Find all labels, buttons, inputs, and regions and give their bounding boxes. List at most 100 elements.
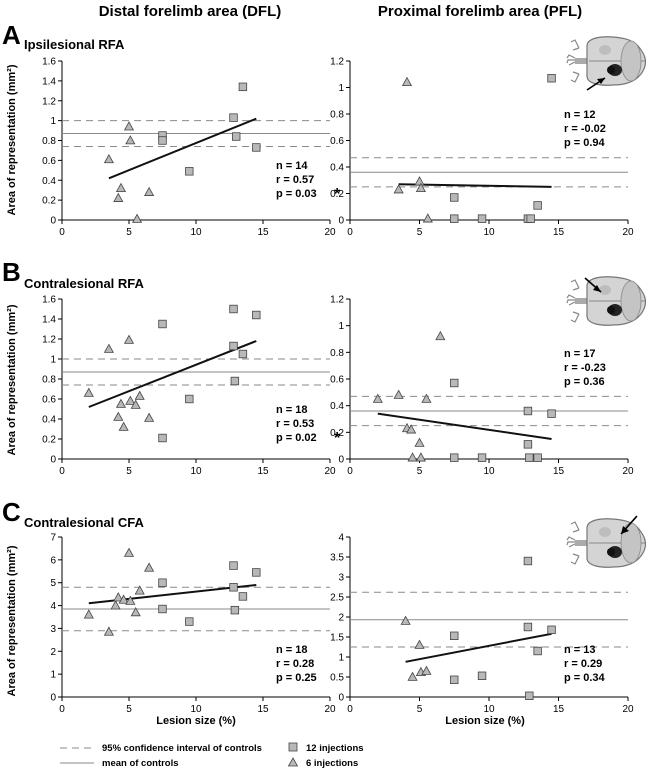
data-point-triangle [113, 592, 124, 602]
data-point-square [477, 671, 487, 680]
data-point-square [230, 605, 240, 615]
data-point-triangle [144, 562, 155, 572]
x-tick-label: 5 [126, 466, 132, 477]
data-point-triangle [118, 421, 129, 431]
column-title-pfl: Proximal forelimb area (PFL) [378, 3, 582, 20]
data-point-square [533, 646, 542, 656]
data-point-square [477, 214, 487, 223]
data-point-square [523, 406, 533, 416]
panel-letter-b: B [2, 257, 21, 287]
y-tick-label: 1 [50, 355, 56, 366]
data-point-triangle [123, 334, 135, 344]
y-tick-label: 1 [338, 321, 344, 332]
data-point-square [547, 409, 556, 418]
x-tick-label: 10 [483, 466, 495, 477]
data-point-square [158, 604, 167, 614]
plot-c-pfl: 0 0.5 1 1.5 2 2.5 3 3.5 4 0 5 10 15 20 n = 13 r = 0.29 p… [330, 533, 634, 716]
data-point-square [523, 440, 533, 449]
data-point-triangle [125, 595, 136, 605]
data-point-triangle [400, 615, 411, 625]
data-point-triangle [125, 395, 136, 405]
y-tick-label: 1.2 [330, 295, 344, 306]
x-tick-label: 0 [59, 227, 65, 238]
data-point-triangle [115, 398, 127, 408]
legend-mean-label: mean of controls [102, 758, 179, 769]
data-point-triangle [123, 547, 135, 557]
legend-triangle-marker [287, 757, 299, 767]
y-tick-label: 0.4 [330, 401, 344, 412]
data-point-triangle [113, 192, 124, 202]
x-tick-label: 10 [483, 227, 495, 238]
data-point-triangle [393, 389, 404, 399]
x-tick-label: 10 [190, 704, 202, 715]
data-point-square [230, 376, 240, 386]
data-point-triangle [407, 671, 418, 681]
stat-line: r = 0.28 [276, 658, 314, 670]
x-axis-label-dfl: Lesion size (%) [156, 715, 236, 727]
y-axis-label-a: Area of representation (mm²) [6, 64, 18, 215]
y-tick-label: 1.6 [42, 57, 56, 68]
data-point-square [185, 394, 194, 404]
x-axis-label-pfl: Lesion size (%) [445, 715, 525, 727]
data-point-square [547, 74, 556, 83]
y-tick-label: 1.2 [42, 96, 56, 107]
brain-diagram-a [566, 36, 647, 91]
x-tick-label: 10 [190, 227, 202, 238]
y-tick-label: 3 [50, 624, 56, 635]
y-tick-label: 7 [50, 533, 56, 544]
data-point-square [450, 214, 459, 223]
x-tick-label: 0 [347, 466, 353, 477]
panel-letter-a: A [2, 20, 21, 50]
x-tick-label: 5 [417, 227, 423, 238]
x-tick-label: 15 [257, 227, 269, 238]
y-tick-label: 1.6 [42, 295, 56, 306]
data-point-triangle [123, 121, 135, 131]
y-tick-label: 4 [338, 533, 344, 544]
y-tick-label: 0.2 [42, 196, 56, 207]
data-point-triangle [144, 186, 155, 196]
data-point-square [450, 453, 459, 462]
data-point-triangle [435, 330, 446, 341]
y-tick-label: 0.2 [42, 435, 56, 446]
y-tick-label: 3.5 [330, 553, 344, 564]
y-tick-label: 0.2 [330, 189, 344, 200]
y-tick-label: 4 [50, 601, 56, 612]
stat-line: n = 12 [564, 109, 596, 121]
y-tick-label: 1 [338, 653, 344, 664]
regression-line [88, 340, 257, 408]
data-point-triangle [415, 452, 426, 462]
data-point-triangle [118, 594, 129, 604]
data-point-square [450, 675, 459, 684]
x-tick-label: 0 [59, 466, 65, 477]
stat-line: n = 17 [564, 348, 596, 360]
y-tick-label: 1 [50, 670, 56, 681]
data-point-square [523, 556, 533, 566]
data-point-square [477, 453, 487, 462]
stat-line: p = 0.02 [276, 432, 317, 444]
y-tick-label: 0.6 [42, 395, 56, 406]
plot-a-dfl: 00.20.40.60.811.21.41.60 5 10 15 20n = 14r =… [42, 57, 341, 239]
x-tick-label: 10 [483, 704, 495, 715]
x-tick-label: 20 [622, 227, 634, 238]
y-tick-label: 0 [50, 693, 56, 704]
plot-a-pfl: 0 0.2 0.4 0.6 0.8 1 1.2 0 5 10 15 20 n = 12 r = -0.02… [330, 57, 634, 239]
regression-line [377, 412, 552, 440]
stat-line: r = -0.23 [564, 362, 606, 374]
x-tick-label: 20 [622, 466, 634, 477]
x-tick-label: 15 [553, 704, 565, 715]
y-tick-label: 0.8 [42, 375, 56, 386]
data-point-triangle [414, 176, 425, 186]
data-point-square [158, 136, 167, 145]
y-tick-label: 0 [50, 216, 56, 227]
data-point-triangle [134, 585, 145, 595]
x-tick-label: 5 [417, 466, 423, 477]
data-point-triangle [422, 213, 433, 223]
data-point-triangle [110, 600, 121, 610]
data-point-square [229, 583, 238, 592]
data-point-triangle [393, 184, 404, 194]
data-point-triangle [414, 639, 425, 649]
y-tick-label: 3 [338, 573, 344, 584]
legend-square-marker [288, 742, 298, 752]
data-point-triangle [421, 665, 432, 675]
y-tick-label: 1.5 [330, 633, 344, 644]
